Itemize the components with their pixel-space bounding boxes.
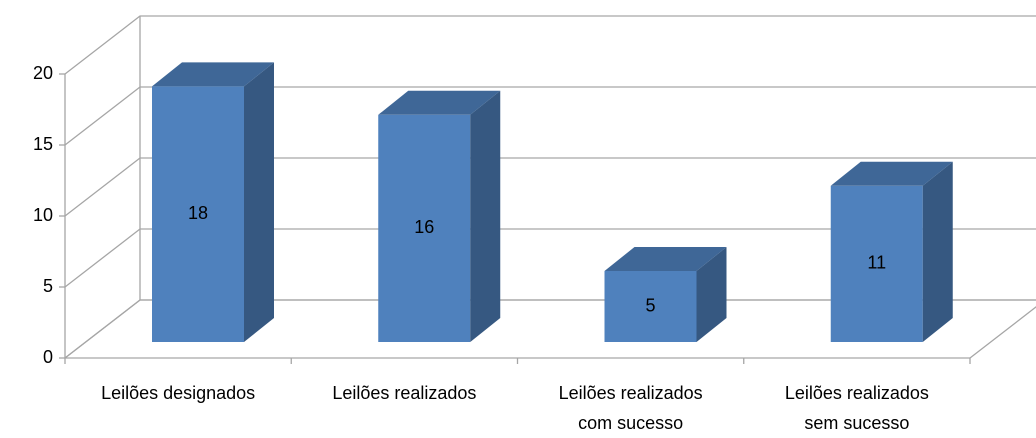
bar-side [696, 247, 727, 342]
bar [604, 247, 727, 342]
x-tick-label: Leilões designados [101, 383, 255, 403]
grid-line [64, 228, 1036, 288]
grid-line [64, 15, 1036, 75]
bar-top [604, 247, 727, 271]
y-tick-label: 15 [33, 134, 53, 154]
y-tick-label: 5 [43, 276, 53, 296]
bar-top [378, 90, 501, 115]
bar-top [152, 62, 274, 87]
x-tick-label-line: Leilões realizados [785, 383, 929, 403]
x-tick-label: Leilões realizados com sucesso [559, 383, 703, 433]
data-label: 18 [188, 203, 208, 223]
grid-line [64, 157, 1036, 217]
grid-line [64, 299, 1036, 359]
bar-front [378, 114, 471, 342]
x-tick-label: Leilões realizados [332, 383, 476, 403]
bar [830, 161, 953, 342]
y-tick-label: 10 [33, 205, 53, 225]
bar-side [922, 161, 953, 342]
x-tick-label-line: com sucesso [578, 413, 683, 433]
data-label: 11 [867, 253, 886, 273]
grid-line [64, 86, 1036, 146]
bar-front [830, 185, 923, 342]
x-tick-label: Leilões realizados sem sucesso [785, 383, 929, 433]
data-label: 16 [414, 217, 434, 237]
bar [152, 62, 274, 343]
bar [378, 90, 501, 342]
y-tick-label: 0 [43, 347, 53, 367]
bar-side [470, 90, 501, 342]
bar-top [830, 161, 953, 186]
bar-front [152, 86, 244, 343]
y-tick-label: 20 [33, 63, 53, 83]
data-label: 5 [645, 295, 655, 315]
bar-side [244, 62, 274, 343]
x-tick-label-line: Leilões realizados [559, 383, 703, 403]
bar-front [604, 271, 697, 342]
x-tick-label-line: sem sucesso [804, 413, 909, 433]
